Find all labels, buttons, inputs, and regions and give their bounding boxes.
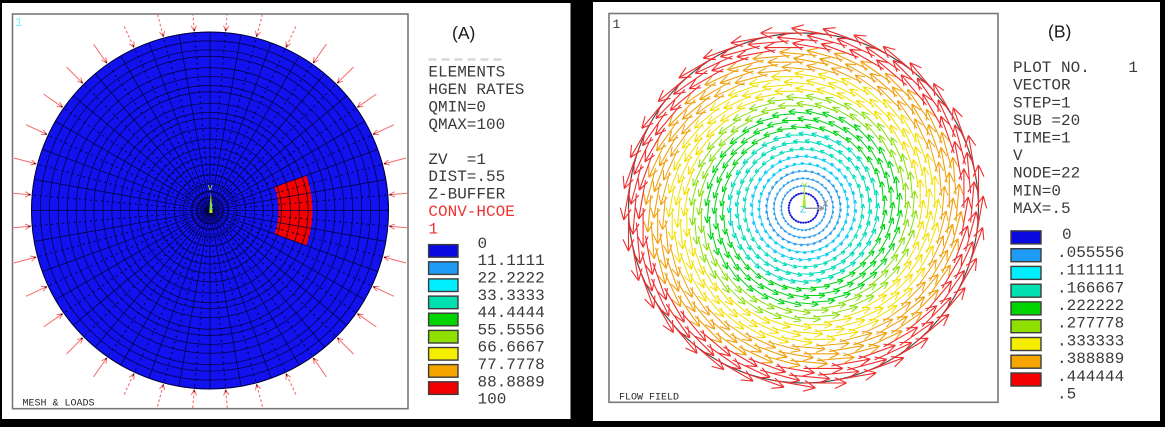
svg-text:0: 0 — [1062, 226, 1072, 244]
svg-text:PLOT NO. 1: PLOT NO. 1 — [1013, 59, 1138, 77]
svg-text:VECTOR: VECTOR — [1013, 77, 1071, 95]
svg-text:z: z — [209, 203, 214, 212]
svg-text:.333333: .333333 — [1057, 332, 1124, 350]
svg-text:QMAX=100: QMAX=100 — [428, 116, 505, 134]
svg-text:MIN=0: MIN=0 — [1013, 182, 1061, 200]
svg-text:v: v — [208, 183, 214, 193]
svg-text:.277778: .277778 — [1057, 315, 1124, 333]
svg-text:MESH & LOADS: MESH & LOADS — [23, 399, 95, 410]
svg-text:100: 100 — [478, 391, 507, 409]
svg-text:33.3333: 33.3333 — [478, 287, 545, 305]
svg-text:66.6667: 66.6667 — [478, 339, 545, 357]
svg-text:CONV-HCOE: CONV-HCOE — [428, 203, 514, 221]
svg-text:X: X — [823, 200, 829, 211]
svg-text:55.5556: 55.5556 — [478, 321, 545, 339]
svg-text:.111111: .111111 — [1057, 262, 1124, 280]
svg-text:77.7778: 77.7778 — [478, 356, 545, 374]
svg-text:QMIN=0: QMIN=0 — [428, 98, 486, 116]
svg-text:DIST=.55: DIST=.55 — [428, 168, 505, 186]
svg-text:.388889: .388889 — [1057, 350, 1124, 368]
svg-text:NODE=22: NODE=22 — [1013, 165, 1080, 183]
svg-text:.222222: .222222 — [1057, 297, 1124, 315]
svg-text:ZV =1: ZV =1 — [428, 151, 486, 169]
svg-text:.5: .5 — [1057, 386, 1076, 404]
svg-text:Z-BUFFER: Z-BUFFER — [428, 186, 505, 204]
svg-text:.166667: .166667 — [1057, 279, 1124, 297]
svg-text:MAX=.5: MAX=.5 — [1013, 200, 1071, 218]
svg-text:FLOW FIELD: FLOW FIELD — [619, 393, 679, 404]
svg-text:V: V — [1013, 147, 1023, 165]
svg-text:1: 1 — [428, 221, 438, 239]
svg-text:1: 1 — [613, 17, 621, 32]
svg-text:0: 0 — [478, 235, 488, 253]
svg-text:.444444: .444444 — [1057, 368, 1124, 386]
svg-text:88.8889: 88.8889 — [478, 373, 545, 391]
svg-text:(B): (B) — [1048, 22, 1071, 42]
svg-text:SUB =20: SUB =20 — [1013, 112, 1080, 130]
svg-text:ELEMENTS: ELEMENTS — [428, 64, 505, 82]
svg-text:TIME=1: TIME=1 — [1013, 130, 1071, 148]
svg-text:11.1111: 11.1111 — [478, 252, 545, 270]
svg-text:STEP=1: STEP=1 — [1013, 94, 1071, 112]
svg-text:.055556: .055556 — [1057, 244, 1124, 262]
svg-text:Y: Y — [802, 182, 808, 193]
svg-text:(A): (A) — [452, 23, 475, 43]
svg-text:22.2222: 22.2222 — [478, 269, 545, 287]
svg-text:Z: Z — [800, 206, 806, 217]
svg-text:HGEN RATES: HGEN RATES — [428, 81, 524, 99]
svg-text:1: 1 — [15, 15, 23, 30]
svg-text:44.4444: 44.4444 — [478, 304, 545, 322]
